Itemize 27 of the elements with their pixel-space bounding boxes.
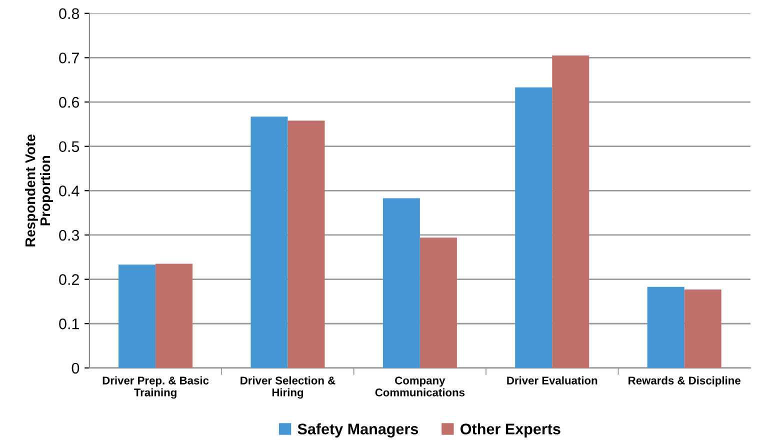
bar — [684, 290, 722, 368]
legend-label: Other Experts — [460, 423, 560, 438]
bar — [647, 286, 684, 368]
y-tick-label: 0 — [72, 362, 80, 374]
x-tick-label: Company Communications — [375, 376, 465, 396]
y-tick-label: 0.2 — [59, 274, 79, 285]
bar — [382, 198, 420, 368]
y-axis-title: Respondent Vote Proportion — [25, 134, 53, 246]
y-tick-label: 0.1 — [59, 318, 79, 330]
bar — [288, 120, 325, 368]
bar — [515, 87, 552, 368]
y-tick-label: 0.8 — [59, 8, 80, 20]
y-tick-label: 0.5 — [59, 141, 80, 152]
bar — [156, 264, 193, 368]
y-tick-label: 0.6 — [59, 96, 80, 108]
x-tick-label: Driver Prep. & Basic Training — [102, 376, 209, 399]
y-tick-label: 0.4 — [59, 186, 80, 196]
x-tick-label: Rewards & Discipline — [628, 376, 740, 387]
bar — [250, 116, 288, 368]
bar — [552, 55, 590, 368]
y-tick-label: 0.7 — [59, 52, 79, 64]
legend-label: Safety Managers — [298, 423, 418, 438]
x-tick-label: Driver Evaluation — [507, 376, 598, 384]
bar — [420, 238, 457, 368]
y-tick-label: 0.3 — [59, 230, 80, 241]
bar — [118, 264, 156, 368]
x-tick-label: Driver Selection & Hiring — [240, 376, 336, 399]
